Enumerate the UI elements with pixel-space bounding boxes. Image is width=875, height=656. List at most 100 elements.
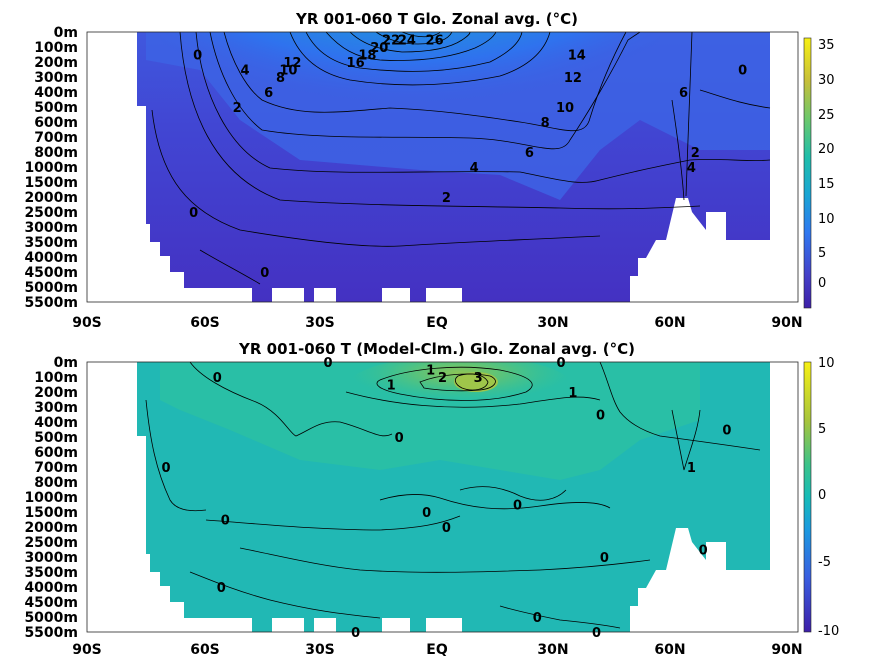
top-y-tick: 0m bbox=[54, 25, 78, 41]
top-y-tick: 4000m bbox=[24, 250, 78, 266]
top-x-axis: 90S 60S 30S EQ 30N 60N 90N bbox=[72, 315, 802, 331]
contour-label: 10 bbox=[279, 64, 297, 79]
top-colorbar-tick: 5 bbox=[818, 246, 826, 261]
top-y-tick: 1500m bbox=[24, 175, 78, 191]
top-y-tick: 200m bbox=[34, 55, 78, 71]
top-y-tick: 3000m bbox=[24, 220, 78, 236]
contour-label: 0 bbox=[323, 356, 332, 371]
contour-label: 20 bbox=[370, 41, 388, 56]
top-y-tick: 500m bbox=[34, 100, 78, 116]
bottom-y-tick: 100m bbox=[34, 370, 78, 386]
contour-label: 0 bbox=[217, 581, 226, 596]
bottom-y-tick: 1000m bbox=[24, 490, 78, 506]
contour-label: 22 bbox=[382, 34, 400, 49]
bottom-field bbox=[137, 362, 770, 632]
bottom-y-tick: 600m bbox=[34, 445, 78, 461]
top-y-tick: 400m bbox=[34, 85, 78, 101]
bottom-colorbar-tick: -10 bbox=[818, 624, 839, 639]
contour-label: 3 bbox=[474, 371, 483, 386]
top-y-tick: 4500m bbox=[24, 265, 78, 281]
top-y-tick: 2500m bbox=[24, 205, 78, 221]
top-y-tick: 2000m bbox=[24, 190, 78, 206]
contour-label: 0 bbox=[395, 431, 404, 446]
top-x-tick: 60N bbox=[654, 315, 685, 331]
top-x-tick: EQ bbox=[426, 315, 448, 331]
contour-label: 0 bbox=[738, 64, 747, 79]
bottom-x-tick: 30S bbox=[305, 642, 335, 656]
bottom-y-tick: 3500m bbox=[24, 565, 78, 581]
top-colorbar: 35 30 25 20 15 10 5 0 bbox=[803, 37, 835, 309]
top-x-tick: 90S bbox=[72, 315, 102, 331]
contour-label: 0 bbox=[260, 266, 269, 281]
bottom-y-tick: 4000m bbox=[24, 580, 78, 596]
top-colorbar-tick: 10 bbox=[818, 212, 835, 227]
top-x-tick: 30N bbox=[537, 315, 568, 331]
bottom-x-tick: 90N bbox=[771, 642, 802, 656]
contour-label: 26 bbox=[426, 34, 444, 49]
contour-label: 4 bbox=[470, 161, 479, 176]
top-y-tick: 5000m bbox=[24, 280, 78, 296]
contour-label: 2 bbox=[691, 146, 700, 161]
bottom-x-tick: 30N bbox=[537, 642, 568, 656]
contour-label: 0 bbox=[221, 514, 230, 529]
top-colorbar-gradient bbox=[803, 37, 812, 309]
bottom-panel: YR 001-060 T (Model-Clm.) Glo. Zonal avg… bbox=[24, 340, 839, 656]
top-y-tick: 800m bbox=[34, 145, 78, 161]
contour-label: 0 bbox=[513, 499, 522, 514]
bottom-y-tick: 300m bbox=[34, 400, 78, 416]
contour-label: 0 bbox=[600, 551, 609, 566]
bottom-x-tick: 60N bbox=[654, 642, 685, 656]
bottom-plot-frame bbox=[86, 361, 799, 633]
bottom-colorbar-tick: -5 bbox=[818, 555, 831, 570]
contour-label: 12 bbox=[283, 56, 301, 71]
bottom-y-tick: 1500m bbox=[24, 505, 78, 521]
top-y-axis: 0m 100m 200m 300m 400m 500m 600m 700m 80… bbox=[24, 25, 78, 311]
contour-label: 0 bbox=[193, 49, 202, 64]
top-colorbar-tick: 25 bbox=[818, 108, 835, 123]
bottom-colorbar-tick: 10 bbox=[818, 356, 835, 371]
contour-label: 2 bbox=[442, 191, 451, 206]
contour-label: 0 bbox=[533, 611, 542, 626]
contour-label: 0 bbox=[596, 409, 605, 424]
bottom-colorbar: 10 5 0 -5 -10 bbox=[803, 356, 839, 639]
contour-label: 0 bbox=[592, 626, 601, 641]
bottom-x-axis: 90S 60S 30S EQ 30N 60N 90N bbox=[72, 642, 802, 656]
contour-label: 0 bbox=[422, 506, 431, 521]
contour-label: 6 bbox=[525, 146, 534, 161]
bottom-y-tick: 500m bbox=[34, 430, 78, 446]
bottom-y-tick: 200m bbox=[34, 385, 78, 401]
contour-label: 0 bbox=[189, 206, 198, 221]
contour-label: 8 bbox=[276, 71, 285, 86]
contour-label: 12 bbox=[564, 71, 582, 86]
top-colorbar-tick: 0 bbox=[818, 276, 826, 291]
top-panel-title: YR 001-060 T Glo. Zonal avg. (°C) bbox=[295, 10, 578, 28]
bottom-x-tick: 60S bbox=[190, 642, 220, 656]
bottom-warm-core bbox=[454, 372, 498, 392]
top-colorbar-tick: 15 bbox=[818, 177, 835, 192]
contour-label: 2 bbox=[233, 101, 242, 116]
contour-label: 0 bbox=[556, 356, 565, 371]
contour-label: 24 bbox=[398, 34, 416, 49]
contour-label: 0 bbox=[722, 424, 731, 439]
bottom-colorbar-tick: 0 bbox=[818, 488, 826, 503]
bottom-y-tick: 5500m bbox=[24, 625, 78, 641]
contour-label: 0 bbox=[213, 371, 222, 386]
bottom-y-tick: 2000m bbox=[24, 520, 78, 536]
contour-label: 4 bbox=[240, 64, 249, 79]
contour-label: 1 bbox=[426, 364, 435, 379]
top-colorbar-tick: 35 bbox=[818, 38, 835, 53]
bottom-x-tick: EQ bbox=[426, 642, 448, 656]
bottom-y-tick: 800m bbox=[34, 475, 78, 491]
top-y-tick: 600m bbox=[34, 115, 78, 131]
bottom-y-tick: 3000m bbox=[24, 550, 78, 566]
contour-label: 16 bbox=[347, 56, 365, 71]
contour-label: 6 bbox=[679, 86, 688, 101]
bottom-y-tick: 4500m bbox=[24, 595, 78, 611]
top-x-tick: 60S bbox=[190, 315, 220, 331]
top-y-tick: 5500m bbox=[24, 295, 78, 311]
top-y-tick: 300m bbox=[34, 70, 78, 86]
bottom-y-tick: 0m bbox=[54, 355, 78, 371]
contour-label: 0 bbox=[699, 544, 708, 559]
